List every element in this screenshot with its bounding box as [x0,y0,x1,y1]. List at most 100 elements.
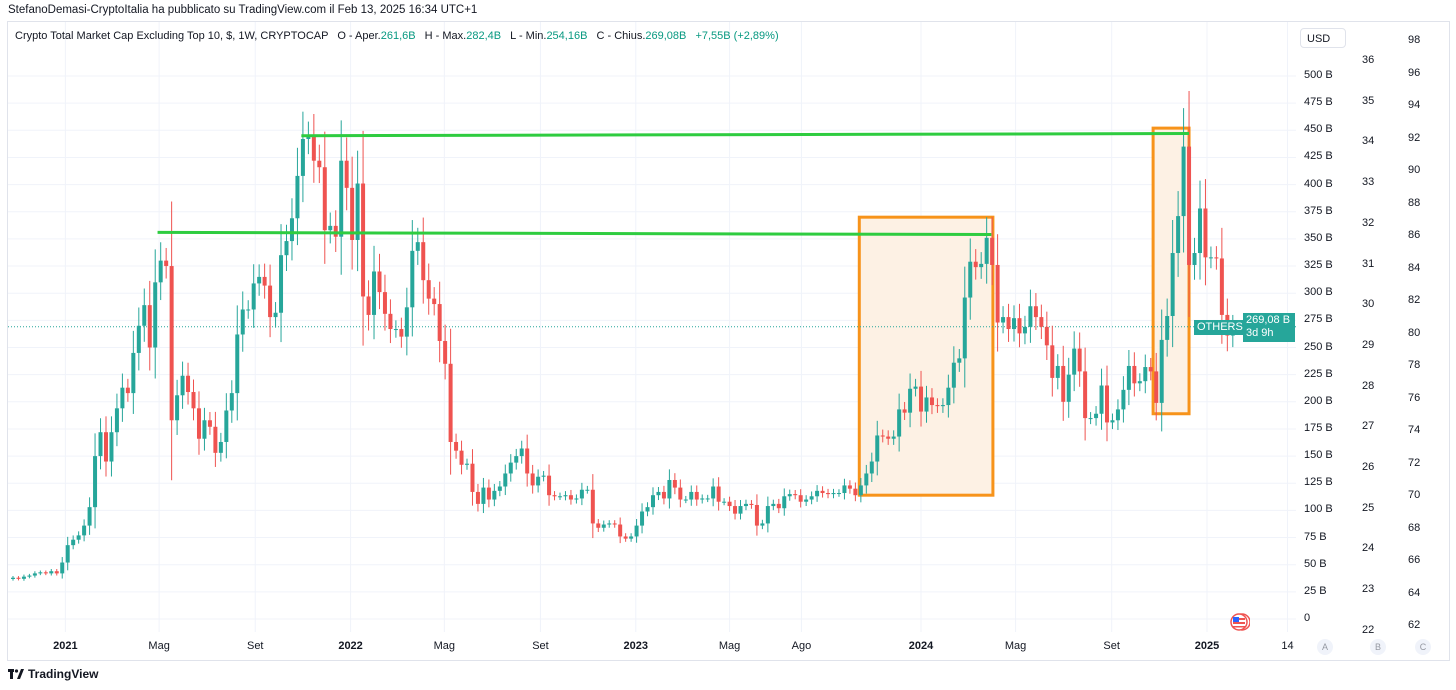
scale-button-a[interactable]: A [1317,639,1333,655]
candle [957,349,962,372]
candle-body [1170,253,1175,317]
candle [1039,304,1044,340]
candle-body [754,504,759,526]
candle-body [229,393,234,411]
candle [558,492,562,500]
high-value: 282,4B [466,30,502,42]
candle [694,485,699,506]
time-tick-label: 2024 [908,640,934,652]
scale-c-tick-label: 84 [1408,261,1421,274]
candle-body [607,523,612,525]
candle [1126,350,1131,406]
candle [1105,365,1109,442]
candle-body [114,408,119,433]
candle [82,519,87,542]
candle [213,411,218,467]
candle-body [650,495,655,508]
candle-body [820,490,825,494]
candle [1099,368,1104,430]
candle-body [1022,326,1027,334]
price-tick-label: 375 B [1304,204,1333,217]
candle-body [43,572,48,574]
candle-body [508,462,513,474]
last-price-label: 269,08 B 3d 9h [1243,313,1295,342]
candle [1148,357,1153,381]
candle [246,300,251,319]
candle [924,385,929,423]
candle-body [1001,317,1006,323]
candle [760,519,765,530]
candle [886,430,891,445]
candle-body [32,573,37,576]
candle [180,361,185,409]
candle [366,280,371,331]
candle [574,494,579,504]
candle-body [164,260,169,267]
candle [525,434,530,487]
candle [333,210,338,252]
candle-body [683,499,688,501]
candle-body [142,305,147,326]
candle-body [590,489,595,524]
candle [377,253,382,310]
candle-body [1214,257,1219,259]
candle-body [317,160,322,168]
candle [1017,303,1022,348]
candle [596,519,601,533]
candle [322,131,327,264]
price-tick-label: 150 B [1304,449,1333,462]
us-flag-event-icon[interactable] [1230,612,1250,632]
candle-body [1203,208,1208,258]
candle [891,430,896,445]
time-tick-label: Mag [148,640,170,652]
scale-c-tick-label: 68 [1408,521,1421,534]
candle [131,330,136,414]
tradingview-logo[interactable]: TradingView [8,667,98,681]
scale-c-tick-label: 74 [1408,424,1421,436]
candle-body [98,432,103,457]
high-label: H - Max. [424,30,467,42]
candle-body [49,571,54,574]
candle [295,147,300,246]
candle-body [1066,374,1071,402]
candle-body [344,160,349,188]
candle-body [716,486,721,502]
candle-body [536,476,541,486]
candle-body [404,307,409,337]
time-tick-label: Mag [1004,640,1027,652]
candle-body [169,266,174,421]
candle-body [1088,418,1093,420]
candle-body [1159,339,1164,403]
scale-b-tick-label: 30 [1362,298,1375,311]
candle-body [109,432,114,462]
candle [579,482,584,506]
candle [224,393,229,459]
candle [202,407,207,451]
candle-body [776,503,781,509]
candle [623,533,628,542]
candle-body [979,263,984,268]
currency-button[interactable]: USD [1300,28,1346,48]
candle-body [618,524,623,537]
scale-button-b[interactable]: B [1370,639,1386,655]
candle-body [897,409,902,437]
candle-body [1006,317,1011,330]
scale-button-c[interactable]: C [1415,639,1431,655]
candle [388,299,393,344]
candle-body [218,441,223,453]
candle-body [1012,318,1017,330]
candle-body [1192,253,1197,265]
trend-line [157,230,992,237]
candle-body [568,495,573,500]
candle-body [481,487,486,504]
footer-logo-text: TradingView [28,667,99,681]
candle-body [465,463,470,465]
candle-body [1208,257,1213,259]
candle-body [147,305,152,348]
candle-body [858,485,863,496]
candle [661,485,666,505]
scale-b-tick-label: 35 [1362,94,1375,107]
candle [486,479,491,508]
candle [306,121,311,155]
